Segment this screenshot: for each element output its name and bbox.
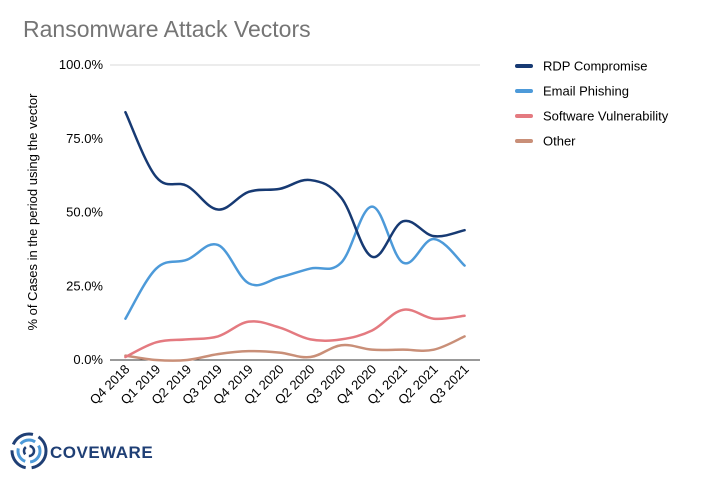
series-line-rdp-compromise <box>124 110 466 259</box>
y-axis-ticks: 0.0% 25.0% 50.0% 75.0% 100.0% <box>59 57 104 367</box>
y-tick-label: 75.0% <box>66 131 103 146</box>
chart-title: Ransomware Attack Vectors <box>23 16 311 42</box>
y-tick-label: 25.0% <box>66 278 103 293</box>
series-line-software-vulnerability <box>124 308 466 359</box>
series-layer <box>124 110 466 362</box>
y-tick-label: 0.0% <box>73 352 103 367</box>
series-line-other <box>124 335 466 362</box>
series-line-email-phishing <box>124 205 466 320</box>
coveware-logo-icon <box>10 432 48 470</box>
y-tick-label: 100.0% <box>59 57 104 72</box>
y-tick-label: 50.0% <box>66 205 103 220</box>
legend-label-email-phishing: Email Phishing <box>543 84 629 99</box>
legend-label-other: Other <box>543 134 576 149</box>
y-axis-label: % of Cases in the period using the vecto… <box>25 93 40 331</box>
legend: RDP Compromise Email Phishing Software Vul… <box>515 59 669 149</box>
legend-label-software-vulnerability: Software Vulnerability <box>543 109 669 124</box>
legend-label-rdp-compromise: RDP Compromise <box>543 59 648 74</box>
logo-text: COVEWARE <box>50 443 154 462</box>
